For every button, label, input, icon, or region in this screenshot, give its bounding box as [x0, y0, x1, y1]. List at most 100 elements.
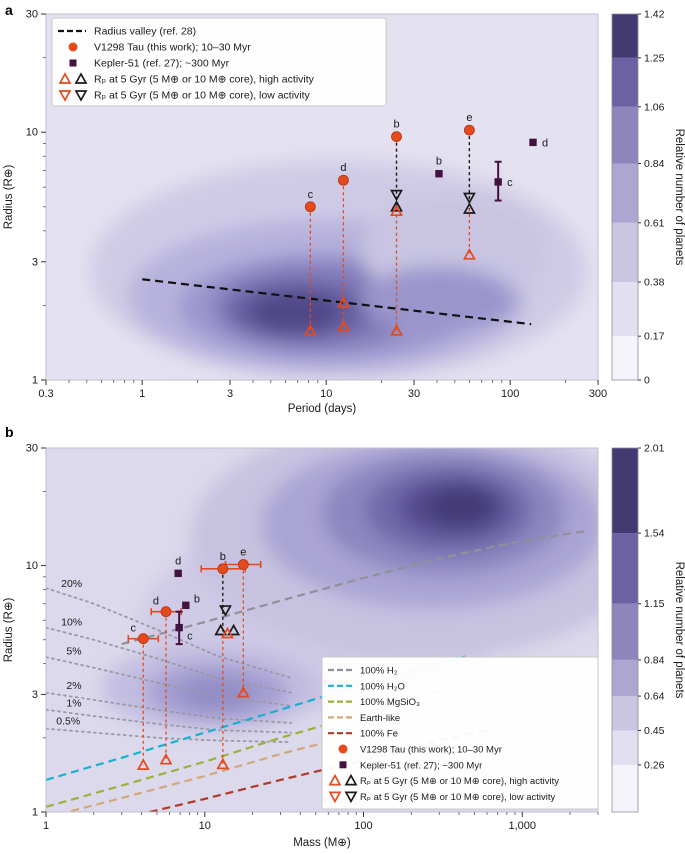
envelope-curve-20%: [46, 587, 292, 679]
colorbar-band: [612, 448, 638, 534]
legend-label: Rₚ at 5 Gyr (5 M⊕ or 10 M⊕ core), high a…: [94, 74, 315, 86]
legend-square-marker: [339, 761, 347, 769]
colorbar-tick-label: 0.17: [644, 331, 665, 343]
kepler51-planet-b: [182, 601, 190, 609]
colorbar-band: [612, 336, 638, 380]
colorbar-band: [612, 730, 638, 765]
triangle-up-marker: [159, 752, 173, 765]
colorbar-tick-label: 0.64: [644, 691, 665, 703]
envelope-label: 0.5%: [56, 716, 80, 728]
colorbar-band: [612, 57, 638, 107]
legend-b-item-1: 100% H₂O: [328, 681, 405, 692]
y-axis-label-a: Radius (R⊕): [3, 165, 15, 230]
point-label: e: [240, 547, 246, 559]
triangle-up-marker: [221, 626, 234, 639]
colorbar-band: [612, 14, 638, 58]
v1298-planet-e: [237, 559, 249, 570]
colorbar-frame: [611, 447, 639, 813]
colorbar-tick-label: 0.38: [644, 277, 665, 289]
colorbar-tick-label: 1.42: [644, 9, 665, 21]
colorbar-tick-label: 0.45: [644, 725, 665, 737]
legend-a-item-4: Rₚ at 5 Gyr (5 M⊕ or 10 M⊕ core), low ac…: [58, 90, 311, 102]
point-label: b: [194, 593, 200, 605]
kepler51-planet-d: [174, 569, 182, 578]
x-tick-label: 0.3: [38, 388, 53, 400]
legend-b-item-5: V1298 Tau (this work); 10–30 Myr: [338, 744, 502, 756]
kepler51-planet-c: [494, 178, 502, 186]
colorbar-tick-label: 1.06: [644, 101, 665, 113]
envelope-label: 2%: [66, 680, 81, 692]
markers-a: c d b e b c d: [303, 112, 548, 336]
legend-a-item-0: Radius valley (ref. 28): [58, 26, 196, 38]
triangle-up-marker: [344, 773, 358, 786]
point-label: b: [393, 119, 399, 131]
colorbar-tick-label: 0.84: [644, 654, 665, 666]
colorbar-tick-label: 1.15: [644, 598, 665, 610]
panel-b-label: b: [5, 424, 14, 440]
x-tick-label: 1: [43, 820, 49, 832]
colorbar-band: [612, 764, 638, 812]
legend-label: Kepler-51 (ref. 27); ~300 Myr: [94, 58, 230, 70]
triangle-up-marker: [390, 204, 403, 217]
colorbar-a: 0 0.17 0.38 0.61 0.84 1.06 1.25 1.42 Relative nu…: [611, 9, 685, 387]
density-map-a: [90, 160, 587, 380]
y-axis-label-b: Radius (R⊕): [3, 598, 15, 663]
legend-b-item-8: Rₚ at 5 Gyr (5 M⊕ or 10 M⊕ core), low ac…: [328, 791, 556, 804]
y-tick-label: 30: [26, 443, 38, 455]
v1298-planet-c: [137, 633, 149, 645]
triangle-up-marker: [462, 248, 476, 260]
x-axis-label-b: Mass (M⊕): [293, 837, 351, 849]
envelope-label: 5%: [66, 646, 81, 658]
colorbar-tick-label: 0.26: [644, 759, 665, 771]
y-tick-label: 10: [26, 127, 38, 139]
x-tick-label: 100: [354, 820, 372, 832]
triangle-up-marker: [462, 202, 476, 214]
v1298-planet-b: [217, 563, 229, 575]
colorbar-tick-label: 1.54: [644, 528, 665, 540]
envelope-curve-2%: [46, 691, 292, 724]
legend-box-b: [321, 656, 599, 810]
colorbar-axis-label: Relative number of planets: [673, 562, 685, 699]
triangle-down-marker: [462, 192, 476, 205]
triangle-down-marker: [344, 791, 358, 804]
v1298-planet-d: [337, 174, 349, 186]
colorbar-tick-label: 0.61: [644, 217, 665, 229]
triangle-up-marker: [303, 324, 317, 336]
colorbar-axis-label: Relative number of planets: [673, 129, 685, 266]
legend-label: Radius valley (ref. 28): [94, 26, 196, 38]
v1298-planet-b: [391, 131, 402, 143]
triangle-up-marker: [227, 623, 241, 636]
envelope-curve-0.5%: [46, 727, 292, 744]
y-tick-label: 1: [32, 375, 38, 387]
legend-label: Rₚ at 5 Gyr (5 M⊕ or 10 M⊕ core), low ac…: [94, 90, 311, 102]
kepler51-planet-c: [175, 623, 183, 632]
triangle-up-marker: [390, 200, 403, 212]
point-label: d: [175, 555, 181, 567]
legend-a-item-2: Kepler-51 (ref. 27); ~300 Myr: [69, 58, 230, 70]
triangle-up-marker: [390, 324, 403, 336]
axes-b: 1 10 100 1,000 1 3 10 30 Mass (M⊕) Radius (R⊕): [3, 443, 599, 849]
x-tick-label: 30: [408, 388, 420, 400]
colorbar-band: [612, 696, 638, 731]
envelope-label: 1%: [66, 697, 81, 709]
triangle-up-marker: [216, 757, 230, 770]
x-tick-label: 1: [139, 388, 145, 400]
point-label: d: [542, 137, 548, 149]
triangle-down-marker: [58, 90, 72, 102]
plot-frame: [45, 447, 599, 813]
y-tick-label: 3: [32, 689, 38, 701]
legend-b-item-4: 100% Fe: [328, 729, 398, 740]
triangle-up-marker: [74, 72, 88, 84]
point-label: b: [220, 551, 226, 563]
kepler51-planet-b: [435, 170, 443, 178]
colorbar-tick-label: 1.25: [644, 52, 665, 64]
point-label: d: [153, 596, 159, 608]
legend-circle-marker: [338, 744, 348, 754]
markers-b: c d b e d b c: [127, 547, 262, 770]
triangle-up-marker: [336, 320, 350, 332]
envelope-label: 10%: [61, 617, 82, 629]
x-tick-label: 10: [320, 388, 332, 400]
envelope-curve-5%: [46, 656, 292, 707]
